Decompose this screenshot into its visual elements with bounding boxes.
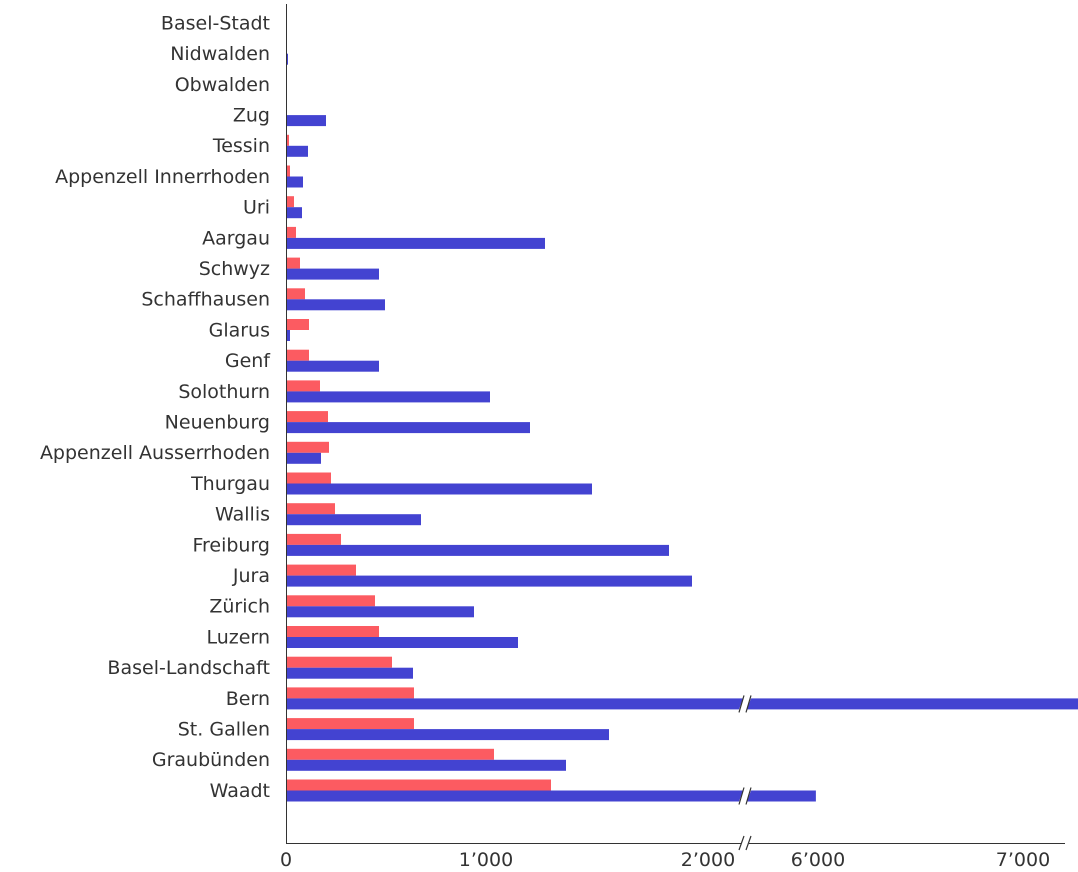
bar-series-2 bbox=[286, 115, 326, 127]
x-tick-label: 6’000 bbox=[791, 849, 845, 871]
category-label: Basel-Landschaft bbox=[107, 657, 270, 679]
bar-series-2 bbox=[286, 667, 413, 679]
bar-series-2 bbox=[286, 422, 530, 434]
bar-series-1 bbox=[286, 687, 414, 699]
bar-series-1 bbox=[286, 196, 294, 208]
bar-series-2 bbox=[286, 299, 385, 311]
bar-series-2 bbox=[286, 176, 303, 188]
bar-series-2 bbox=[286, 729, 609, 741]
category-label: Solothurn bbox=[178, 381, 270, 403]
axes-group bbox=[286, 4, 1065, 851]
category-label: St. Gallen bbox=[178, 718, 270, 740]
category-label: Schaffhausen bbox=[141, 289, 270, 311]
x-tick-label: 2’000 bbox=[681, 849, 735, 871]
bar-series-1 bbox=[286, 319, 309, 330]
category-label: Freiburg bbox=[192, 534, 270, 556]
bar-series-2 bbox=[286, 575, 692, 587]
bar-series-2 bbox=[286, 544, 669, 556]
bar-series-2 bbox=[286, 268, 379, 280]
bar-series-2 bbox=[286, 145, 308, 157]
bar-series-2 bbox=[286, 237, 545, 249]
bar-break-mark bbox=[738, 695, 752, 713]
bar-series-2 bbox=[286, 207, 302, 219]
bar-series-1 bbox=[286, 165, 290, 177]
bar-series-1 bbox=[286, 472, 331, 484]
bar-series-1 bbox=[286, 656, 392, 668]
bar-series-1 bbox=[286, 134, 289, 146]
bar-break-mark bbox=[738, 787, 752, 805]
bar-series-2 bbox=[286, 606, 474, 618]
bar-series-2 bbox=[286, 483, 592, 495]
bar-series-1 bbox=[286, 626, 379, 637]
category-label: Zürich bbox=[209, 596, 270, 618]
bar-series-1 bbox=[286, 564, 356, 576]
category-label: Graubünden bbox=[152, 749, 270, 771]
category-label: Thurgau bbox=[190, 473, 270, 495]
bar-series-2 bbox=[286, 637, 518, 648]
bar-series-1 bbox=[286, 595, 375, 607]
bar-series-1 bbox=[286, 441, 329, 453]
x-tick-label: 0 bbox=[280, 849, 292, 871]
bar-series-2 bbox=[286, 514, 421, 526]
bar-series-2 bbox=[286, 698, 1078, 710]
category-label: Glarus bbox=[209, 319, 270, 341]
bar-series-1 bbox=[286, 748, 494, 760]
category-label: Luzern bbox=[207, 626, 270, 648]
bar-series-2 bbox=[286, 391, 490, 403]
bar-series-1 bbox=[286, 533, 341, 545]
bar-series-2 bbox=[286, 330, 290, 341]
bar-series-1 bbox=[286, 718, 414, 730]
category-label: Basel-Stadt bbox=[161, 12, 270, 34]
category-label: Jura bbox=[232, 565, 270, 587]
category-label: Aargau bbox=[202, 227, 270, 249]
category-label: Tessin bbox=[212, 135, 270, 157]
bar-series-2 bbox=[286, 790, 816, 802]
category-label: Appenzell Ausserrhoden bbox=[40, 442, 270, 464]
category-label: Zug bbox=[233, 104, 270, 126]
category-label: Obwalden bbox=[175, 74, 270, 96]
tick-labels: 0 1’000 2’000 6’000 7’000 bbox=[280, 849, 1050, 871]
axis-break-mark bbox=[738, 835, 752, 851]
category-label: Wallis bbox=[215, 504, 270, 526]
category-label: Waadt bbox=[210, 780, 270, 802]
category-label: Genf bbox=[225, 350, 271, 372]
category-label: Bern bbox=[226, 688, 270, 710]
category-labels: Basel-Stadt Nidwalden Obwalden Zug Tessin App… bbox=[40, 12, 271, 802]
x-tick-label: 7’000 bbox=[996, 849, 1050, 871]
x-tick-label: 1’000 bbox=[459, 849, 513, 871]
category-label: Schwyz bbox=[199, 258, 270, 280]
bar-series-1 bbox=[286, 503, 335, 515]
category-label: Uri bbox=[243, 197, 270, 219]
bar-series-1 bbox=[286, 257, 300, 269]
bars-group bbox=[286, 53, 1078, 805]
category-label: Neuenburg bbox=[165, 411, 270, 433]
bar-series-2 bbox=[286, 360, 379, 372]
bar-series-1 bbox=[286, 779, 551, 791]
bar-series-1 bbox=[286, 288, 305, 300]
bar-series-1 bbox=[286, 226, 296, 238]
bar-series-2 bbox=[286, 759, 566, 771]
bar-series-2 bbox=[286, 452, 321, 464]
bar-series-1 bbox=[286, 349, 309, 361]
category-label: Appenzell Innerrhoden bbox=[55, 166, 270, 188]
bar-series-1 bbox=[286, 380, 320, 392]
category-label: Nidwalden bbox=[170, 43, 270, 65]
bar-series-1 bbox=[286, 411, 328, 423]
